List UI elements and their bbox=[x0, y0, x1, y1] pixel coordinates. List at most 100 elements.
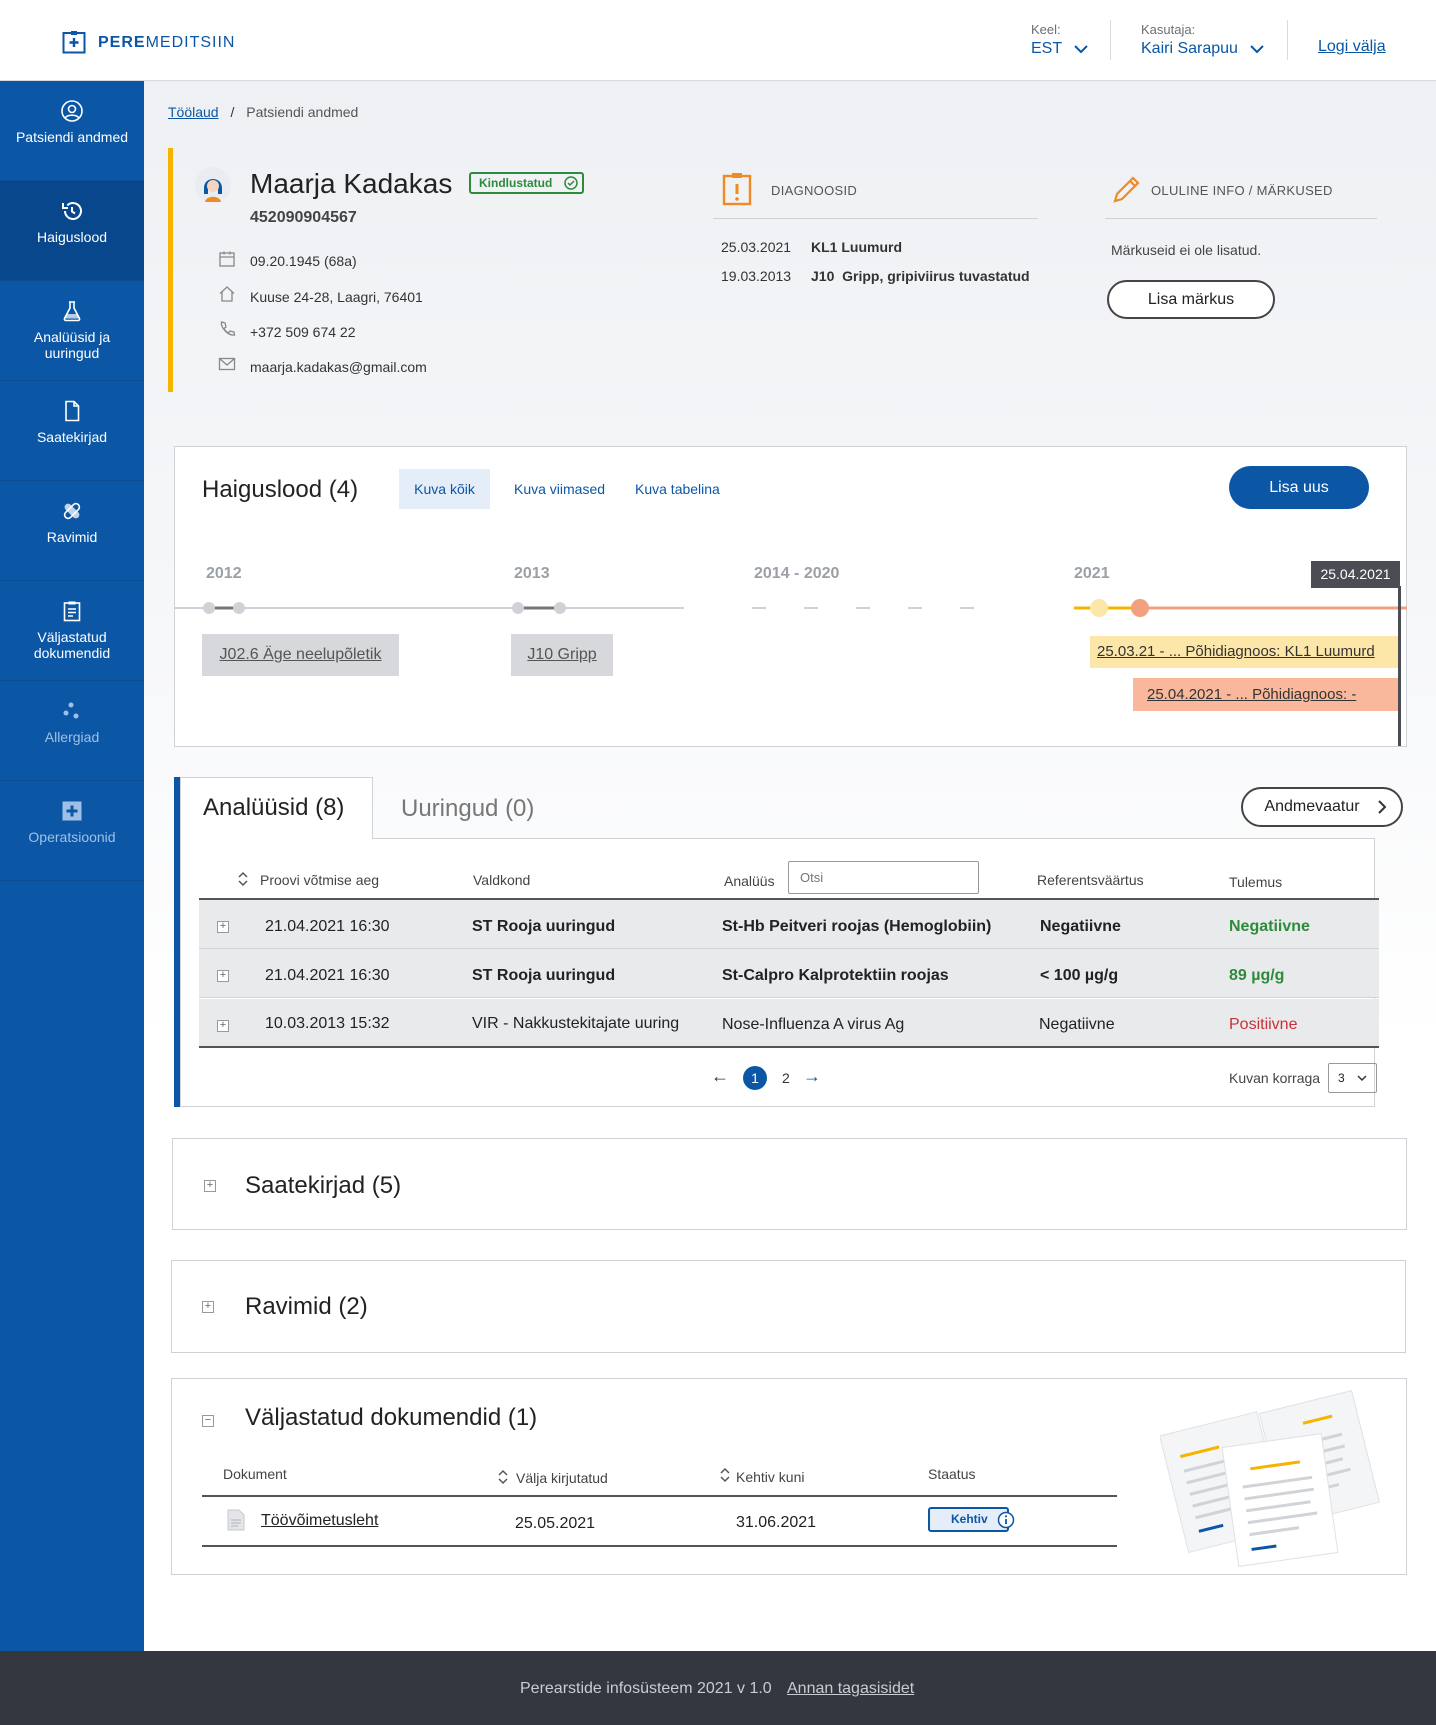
sidebar-item-label: Operatsioonid bbox=[28, 829, 116, 845]
timeline-year: 2021 bbox=[1074, 565, 1110, 582]
history-entry[interactable]: J10 Gripp bbox=[511, 634, 613, 676]
history-entry[interactable]: 25.04.2021 - ... Põhidiagnoos: - bbox=[1133, 678, 1398, 711]
expand-icon[interactable]: + bbox=[204, 1180, 216, 1192]
sort-icon[interactable] bbox=[497, 1469, 509, 1485]
logo-text: PEREMEDITSIIN bbox=[98, 34, 236, 51]
tab-analyses[interactable]: Analüüsid (8) bbox=[180, 777, 373, 839]
notes-title: OLULINE INFO / MÄRKUSED bbox=[1151, 183, 1333, 198]
patient-birthdate: 09.20.1945 (68a) bbox=[250, 253, 357, 269]
timeline-year: 2014 - 2020 bbox=[754, 565, 840, 582]
timeline-track bbox=[174, 599, 1407, 617]
sort-icon[interactable] bbox=[237, 871, 249, 887]
col-header-time: Proovi võtmise aeg bbox=[260, 872, 380, 888]
analysis-search-input[interactable] bbox=[788, 861, 979, 894]
data-viewer-label: Andmevaatur bbox=[1264, 798, 1360, 815]
sidebar-item-label: Väljastatud dokumendid bbox=[33, 629, 111, 661]
logout-link[interactable]: Logi välja bbox=[1318, 38, 1386, 55]
sidebar-item-label: Haiguslood bbox=[36, 229, 108, 245]
cell-reference: Negatiivne bbox=[1040, 918, 1121, 935]
history-entry[interactable]: J02.6 Äge neelupõletik bbox=[202, 634, 399, 676]
insured-badge: Kindlustatud bbox=[469, 172, 585, 194]
col-header-issued: Välja kirjutatud bbox=[516, 1470, 608, 1486]
language-label: Keel: bbox=[1031, 22, 1061, 37]
sidebar-item-operations[interactable]: Operatsioonid bbox=[0, 781, 144, 881]
tab-show-table[interactable]: Kuva tabelina bbox=[635, 481, 720, 497]
timeline-year: 2012 bbox=[206, 565, 242, 582]
dots-icon bbox=[60, 699, 84, 723]
per-page-label: Kuvan korraga bbox=[1229, 1070, 1321, 1086]
table-row[interactable] bbox=[199, 999, 1379, 1048]
today-marker-label: 25.04.2021 bbox=[1311, 561, 1400, 588]
medicines-section[interactable] bbox=[171, 1260, 1406, 1353]
divider bbox=[1287, 20, 1288, 60]
section-title: Saatekirjad (5) bbox=[245, 1172, 402, 1199]
diagnosis-date: 19.03.2013 bbox=[721, 268, 792, 284]
patient-name: Maarja Kadakas bbox=[250, 168, 453, 199]
sidebar: Patsiendi andmed Haiguslood Analüüsid ja… bbox=[0, 81, 144, 1651]
phone-icon bbox=[218, 320, 236, 338]
sidebar-item-history[interactable]: Haiguslood bbox=[0, 181, 144, 281]
sidebar-item-allergies[interactable]: Allergiad bbox=[0, 681, 144, 781]
cell-reference: < 100 µg/g bbox=[1040, 967, 1119, 984]
cell-time: 21.04.2021 16:30 bbox=[265, 918, 390, 935]
next-page-arrow[interactable]: → bbox=[803, 1066, 821, 1086]
cell-result: Negatiivne bbox=[1229, 918, 1310, 935]
tab-studies[interactable]: Uuringud (0) bbox=[401, 795, 535, 822]
sidebar-item-label: Patsiendi andmed bbox=[15, 129, 129, 145]
page-current[interactable]: 1 bbox=[743, 1066, 767, 1090]
cell-area: VIR - Nakkustekitajate uuring bbox=[472, 1015, 680, 1032]
breadcrumb-home[interactable]: Töölaud bbox=[168, 104, 219, 120]
sidebar-item-referrals[interactable]: Saatekirjad bbox=[0, 381, 144, 481]
footer: Perearstide infosüsteem 2021 v 1.0 Annan… bbox=[0, 1651, 1436, 1725]
sidebar-item-issued-docs[interactable]: Väljastatud dokumendid bbox=[0, 581, 144, 681]
patient-accent-bar bbox=[168, 148, 173, 392]
info-icon[interactable] bbox=[997, 1511, 1015, 1529]
expand-icon[interactable]: + bbox=[202, 1301, 214, 1313]
sidebar-item-analyses[interactable]: Analüüsid ja uuringud bbox=[0, 281, 144, 381]
calendar-icon bbox=[218, 250, 236, 268]
tab-show-all[interactable]: Kuva kõik bbox=[399, 469, 490, 509]
collapse-icon[interactable]: − bbox=[202, 1415, 214, 1427]
diagnosis-date: 25.03.2021 bbox=[721, 239, 792, 255]
document-icon bbox=[60, 399, 84, 423]
language-select[interactable]: EST bbox=[1031, 40, 1088, 58]
insured-badge-label: Kindlustatud bbox=[479, 176, 553, 190]
flask-icon bbox=[60, 299, 84, 323]
chevron-down-icon bbox=[1357, 1075, 1367, 1082]
table-row[interactable] bbox=[199, 949, 1379, 998]
history-entry[interactable]: 25.03.21 - ... Põhidiagnoos: KL1 Luumurd bbox=[1090, 636, 1398, 668]
divider bbox=[1105, 218, 1377, 219]
col-header-analysis: Analüüs bbox=[724, 873, 775, 889]
home-icon bbox=[218, 285, 236, 303]
per-page-value: 3 bbox=[1338, 1071, 1345, 1085]
user-select[interactable]: Kairi Sarapuu bbox=[1141, 40, 1264, 58]
expand-icon[interactable]: + bbox=[217, 921, 229, 933]
expand-icon[interactable]: + bbox=[217, 970, 229, 982]
feedback-link[interactable]: Annan tagasisidet bbox=[787, 1680, 915, 1697]
add-note-button[interactable]: Lisa märkus bbox=[1107, 280, 1275, 319]
per-page-select[interactable]: 3 bbox=[1328, 1063, 1377, 1093]
document-link[interactable]: Töövõimetusleht bbox=[261, 1512, 379, 1529]
tab-show-latest[interactable]: Kuva viimased bbox=[514, 481, 606, 497]
warning-icon bbox=[722, 172, 752, 206]
add-new-button[interactable]: Lisa uus bbox=[1229, 466, 1369, 509]
sidebar-item-label: Analüüsid ja uuringud bbox=[33, 329, 111, 361]
documents-illustration bbox=[1160, 1390, 1380, 1567]
divider bbox=[199, 898, 1379, 900]
prev-page-arrow[interactable]: ← bbox=[711, 1066, 729, 1086]
sort-icon[interactable] bbox=[719, 1467, 731, 1483]
referrals-section[interactable] bbox=[172, 1138, 1407, 1230]
sidebar-item-medicines[interactable]: Ravimid bbox=[0, 481, 144, 581]
expand-icon[interactable]: + bbox=[217, 1020, 229, 1032]
sidebar-item-patient-data[interactable]: Patsiendi andmed bbox=[0, 81, 144, 181]
breadcrumb-current: Patsiendi andmed bbox=[246, 104, 359, 120]
page-link[interactable]: 2 bbox=[782, 1070, 790, 1086]
sidebar-item-label: Ravimid bbox=[46, 529, 98, 545]
check-circle-icon bbox=[564, 176, 579, 190]
top-header: PEREMEDITSIIN Keel: EST Kasutaja: Kairi … bbox=[0, 0, 1436, 81]
chevron-right-icon bbox=[1378, 800, 1387, 814]
section-title: Väljastatud dokumendid (1) bbox=[245, 1404, 538, 1431]
data-viewer-button[interactable]: Andmevaatur bbox=[1241, 787, 1403, 827]
table-row[interactable] bbox=[199, 900, 1379, 949]
status-badge-label: Kehtiv bbox=[951, 1512, 988, 1526]
